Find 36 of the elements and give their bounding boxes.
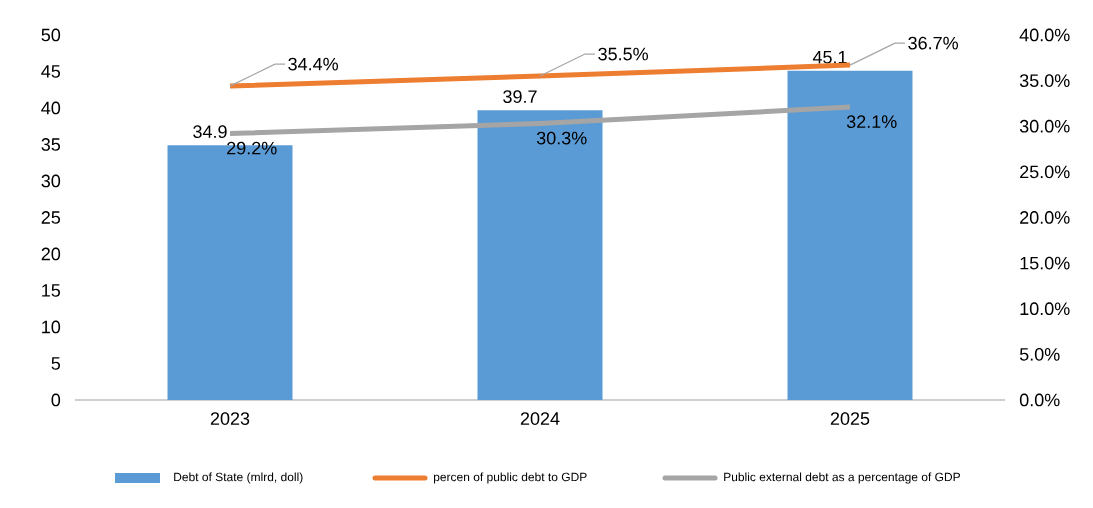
- data-label: 32.1%: [846, 115, 897, 129]
- data-label: 34.9: [193, 125, 227, 139]
- legend-label: Public external debt as a percentage of GDP: [724, 472, 960, 484]
- data-label: 39.7: [503, 90, 537, 103]
- y2-tick-label: 30.0%: [1019, 119, 1070, 133]
- data-label: 29.2%: [227, 141, 277, 155]
- data-label: 30.3%: [536, 131, 587, 145]
- y-tick-label: 5: [51, 357, 61, 370]
- y-tick-label: 50: [41, 28, 61, 42]
- y2-tick-label: 15.0%: [1020, 256, 1070, 270]
- x-tick-label: 2025: [830, 412, 870, 425]
- data-label: 34.4%: [288, 57, 339, 71]
- y-tick-label: 45: [41, 65, 61, 78]
- y-tick-label: 30: [41, 174, 61, 188]
- y-tick-label: 25: [41, 211, 61, 224]
- y2-tick-label: 40.0%: [1019, 28, 1070, 42]
- y-tick-label: 40: [41, 101, 61, 115]
- y-tick-label: 0: [51, 393, 61, 407]
- y-tick-label: 15: [42, 284, 61, 297]
- y2-tick-label: 0.0%: [1019, 393, 1060, 407]
- y-tick-label: 20: [41, 247, 61, 261]
- y-tick-label: 10: [42, 320, 61, 334]
- y2-tick-label: 20.0%: [1020, 211, 1070, 224]
- data-label: 36.7%: [908, 36, 958, 50]
- legend-label: percen of public debt to GDP: [433, 472, 587, 484]
- bar: [787, 70, 913, 400]
- legend-label: Debt of State (mlrd, doll): [174, 472, 303, 484]
- data-label: 35.5%: [598, 47, 648, 61]
- y2-tick-label: 35.0%: [1019, 74, 1070, 87]
- y2-tick-label: 10.0%: [1020, 302, 1070, 316]
- y2-tick-label: 5.0%: [1019, 347, 1060, 361]
- bar: [477, 110, 603, 400]
- y-tick-label: 35: [41, 138, 61, 151]
- x-tick-label: 2024: [520, 412, 560, 425]
- x-tick-label: 2023: [210, 412, 250, 425]
- y2-tick-label: 25.0%: [1020, 165, 1070, 179]
